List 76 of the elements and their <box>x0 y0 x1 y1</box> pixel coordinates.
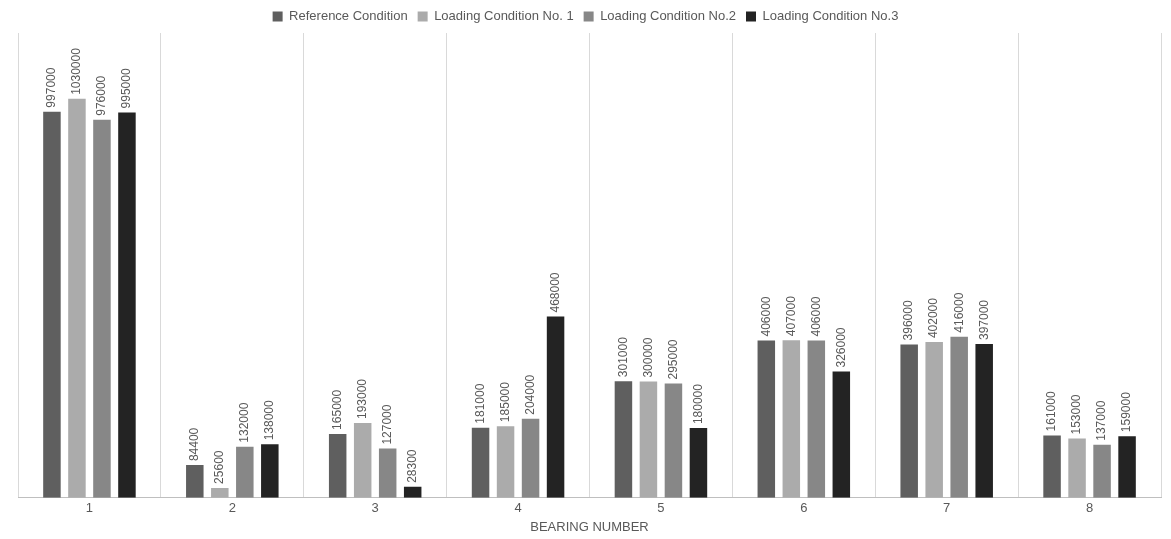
bar <box>925 342 943 498</box>
bar <box>186 465 204 498</box>
legend-label: Reference Condition <box>289 8 408 24</box>
data-label: 204000 <box>522 374 537 415</box>
legend-label: Loading Condition No. 1 <box>434 8 574 24</box>
x-tick-label: 8 <box>1085 500 1094 516</box>
bar <box>68 98 86 498</box>
x-axis-title: BEARING NUMBER <box>530 518 649 534</box>
bar <box>353 423 372 498</box>
data-label: 976000 <box>94 75 109 116</box>
bar <box>757 340 776 498</box>
bar <box>782 340 801 498</box>
data-label: 300000 <box>640 337 655 378</box>
legend-label: Loading Condition No.2 <box>600 8 737 24</box>
x-tick-label: 1 <box>85 500 94 516</box>
x-tick-label: 5 <box>657 500 665 516</box>
data-label: 25600 <box>212 450 227 484</box>
data-label: 127000 <box>380 404 394 445</box>
bar <box>471 427 490 498</box>
bar <box>236 446 254 498</box>
bar <box>900 344 918 498</box>
bar <box>118 112 136 498</box>
data-label: 28300 <box>405 449 419 483</box>
bar <box>496 426 515 498</box>
data-label: 193000 <box>355 378 369 420</box>
bar <box>211 487 229 498</box>
data-label: 406000 <box>758 296 773 337</box>
data-label: 326000 <box>833 327 848 368</box>
data-label: 468000 <box>547 272 562 313</box>
x-tick-label: 7 <box>943 500 951 516</box>
data-label: 416000 <box>951 292 966 333</box>
bar <box>93 119 111 498</box>
bar <box>639 381 658 498</box>
bar <box>975 344 993 498</box>
data-label: 165000 <box>330 389 344 430</box>
data-label: 181000 <box>472 383 487 424</box>
bar <box>689 428 708 498</box>
data-label: 995000 <box>119 68 134 109</box>
data-label: 84400 <box>187 427 202 462</box>
data-label: 402000 <box>926 297 941 339</box>
bar <box>43 111 61 498</box>
data-label: 180000 <box>690 383 705 425</box>
bar <box>1068 438 1086 498</box>
bar <box>950 336 968 498</box>
data-label: 132000 <box>237 402 252 443</box>
bar <box>328 433 347 498</box>
x-tick-label: 2 <box>228 500 236 516</box>
data-label: 295000 <box>665 339 680 380</box>
data-label: 159000 <box>1119 391 1134 433</box>
data-label: 138000 <box>262 399 277 441</box>
bar <box>1118 436 1136 498</box>
bar <box>614 381 633 498</box>
bar <box>1043 435 1061 498</box>
data-label: 153000 <box>1069 394 1084 435</box>
bar <box>261 444 279 498</box>
legend-label: Loading Condition No.3 <box>762 8 899 24</box>
data-label: 161000 <box>1044 391 1059 432</box>
bar <box>546 316 565 498</box>
bar <box>807 340 826 498</box>
data-label: 406000 <box>808 296 823 337</box>
data-label: 997000 <box>44 67 59 108</box>
data-label: 407000 <box>783 295 798 337</box>
data-label: 301000 <box>615 336 630 378</box>
data-label: 137000 <box>1094 400 1109 441</box>
bar <box>664 383 683 498</box>
data-label: 1030000 <box>69 47 84 95</box>
bar <box>521 418 540 498</box>
data-label: 185000 <box>497 381 512 423</box>
data-label: 396000 <box>901 300 916 341</box>
bar <box>1093 444 1111 498</box>
x-tick-label: 4 <box>514 500 522 516</box>
bar <box>832 371 851 498</box>
x-tick-label: 6 <box>800 500 808 516</box>
bar <box>378 448 397 498</box>
data-label: 397000 <box>976 299 991 341</box>
x-tick-label: 3 <box>371 500 379 516</box>
